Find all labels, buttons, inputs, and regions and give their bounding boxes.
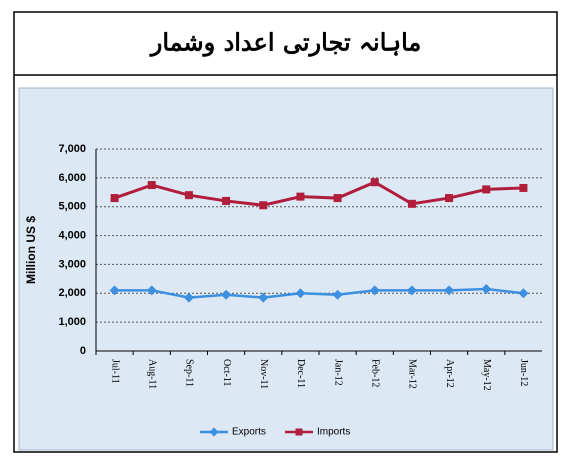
legend-label: Imports: [317, 427, 350, 438]
x-tick-label: Sep-11: [184, 359, 195, 387]
y-tick-label: 4,000: [58, 229, 86, 241]
x-tick-label: Feb-12: [369, 359, 380, 387]
marker: [209, 427, 219, 437]
marker: [333, 194, 342, 203]
chart-title: ماہانہ تجارتی اعداد وشمار: [149, 28, 422, 58]
series-line: [114, 180, 524, 207]
y-tick-label: 0: [80, 345, 86, 357]
legend-label: Exports: [232, 427, 266, 438]
marker: [481, 283, 492, 294]
y-axis-label: Million US $: [24, 216, 38, 284]
marker: [370, 178, 379, 187]
x-tick-label: Mar-12: [407, 359, 418, 389]
y-tick-label: 2,000: [58, 287, 86, 299]
marker: [482, 185, 491, 194]
x-tick-label: Nov-11: [258, 359, 269, 389]
x-tick-label: Jan-12: [332, 359, 343, 386]
x-tick-label: Apr-12: [444, 359, 455, 388]
chart-panel: [18, 87, 554, 451]
x-tick-label: Oct-11: [221, 359, 232, 386]
x-tick-label: Jun-12: [518, 359, 529, 386]
marker: [444, 285, 455, 296]
marker: [332, 289, 343, 300]
x-tick-label: Aug-11: [146, 359, 157, 389]
marker: [146, 285, 157, 296]
marker: [110, 194, 119, 203]
marker: [407, 199, 416, 208]
marker: [296, 192, 305, 201]
marker: [519, 183, 528, 192]
marker: [369, 285, 380, 296]
x-tick-label: Jul-11: [109, 359, 120, 384]
marker: [183, 292, 194, 303]
marker: [445, 194, 454, 203]
marker: [406, 285, 417, 296]
y-tick-label: 5,000: [58, 201, 86, 213]
marker: [109, 285, 120, 296]
x-tick-label: Dec-11: [295, 359, 306, 388]
y-tick-label: 3,000: [58, 258, 86, 270]
marker: [222, 196, 231, 205]
marker: [295, 428, 303, 436]
marker: [221, 289, 232, 300]
y-tick-label: 1,000: [58, 316, 86, 328]
marker: [259, 201, 268, 210]
marker: [295, 288, 306, 299]
x-tick-label: May-12: [481, 359, 492, 391]
y-tick-label: 6,000: [58, 172, 86, 184]
y-tick-label: 7,000: [58, 143, 86, 155]
marker: [184, 191, 193, 200]
marker: [518, 288, 529, 299]
marker: [258, 292, 269, 303]
marker: [147, 181, 156, 190]
series-line: [114, 287, 524, 299]
